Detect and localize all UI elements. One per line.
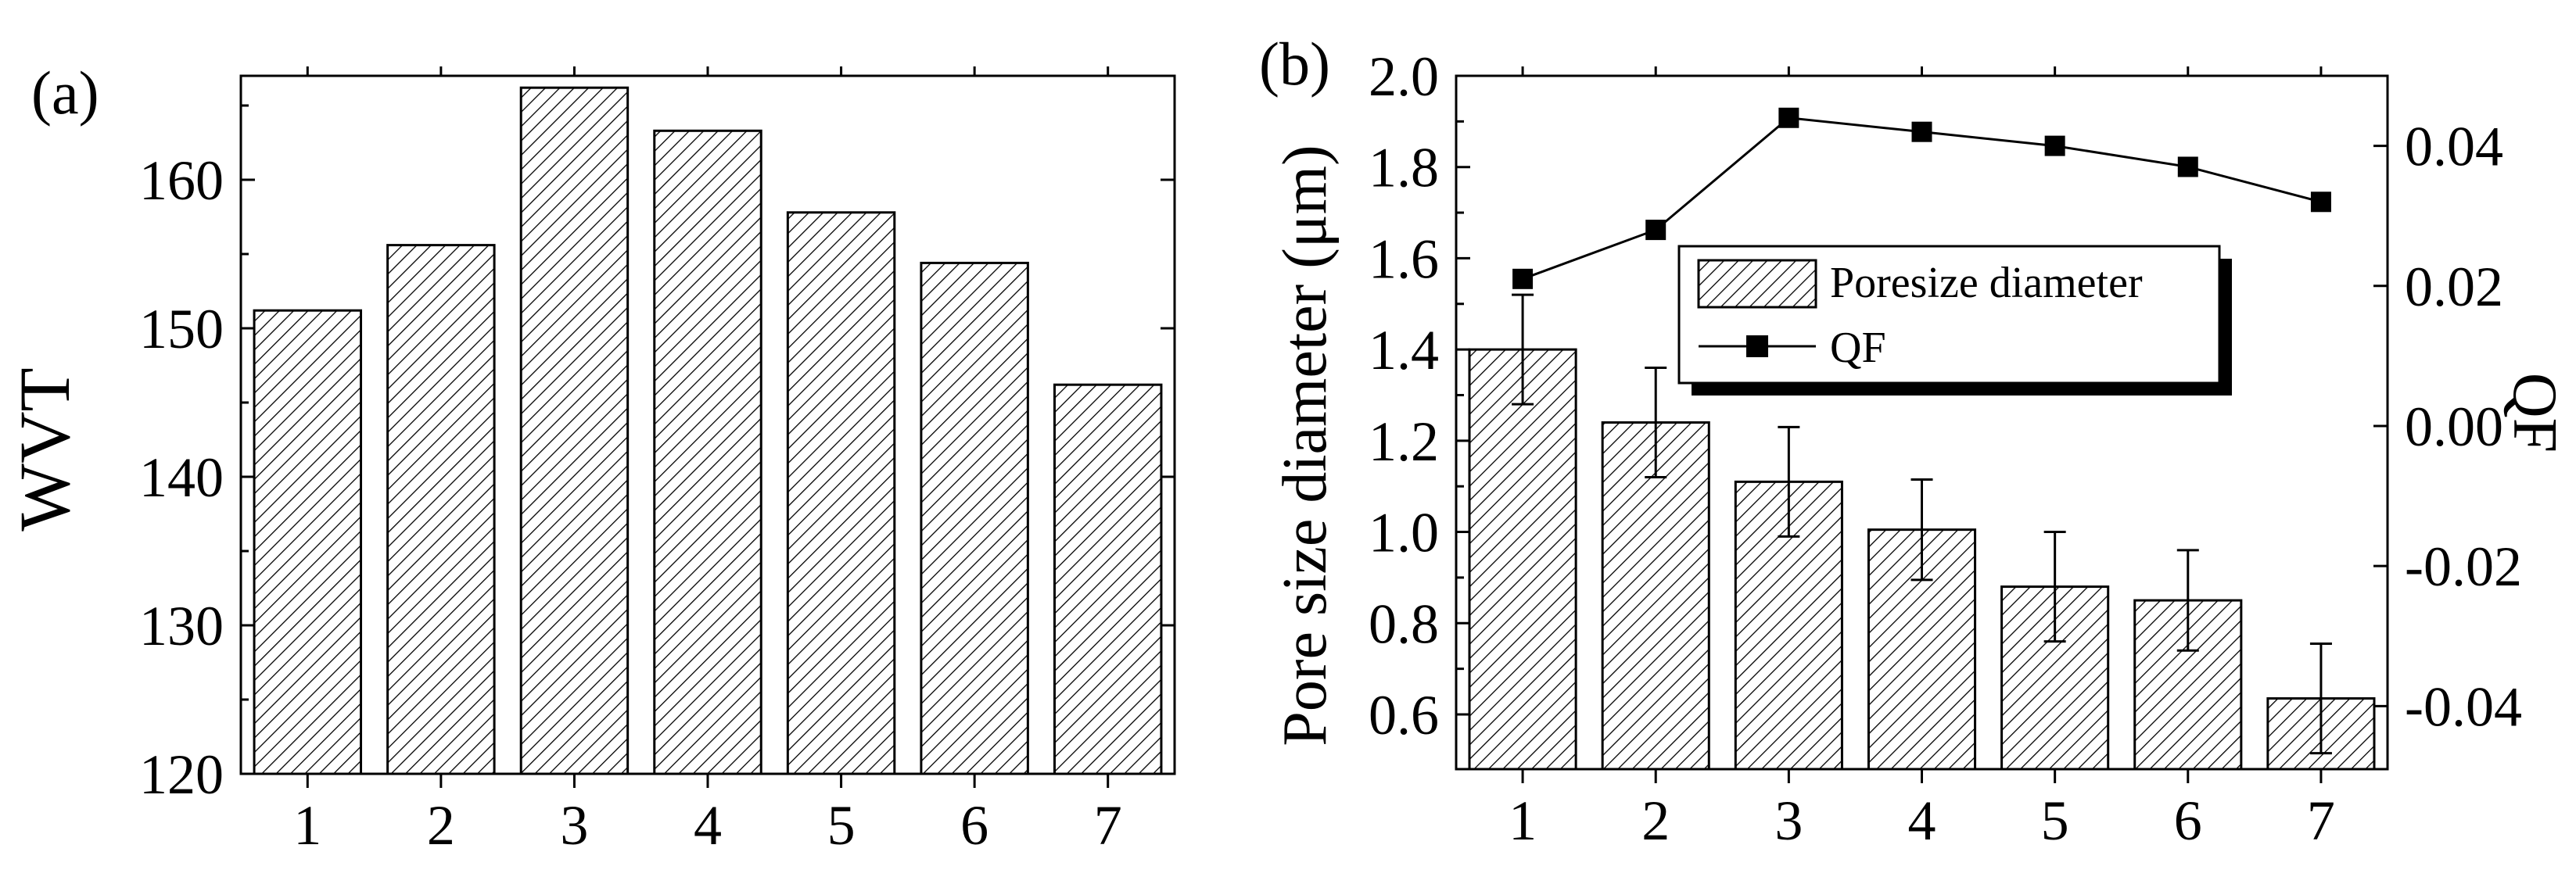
x-tick-label-b-2: 2 (1641, 789, 1670, 852)
x-tick-label-b-4: 4 (1908, 789, 1936, 852)
legend-label-poresize: Poresize diameter (1830, 259, 2143, 307)
panel-label-a: (a) (31, 59, 99, 127)
x-tick-label-b-7: 7 (2307, 789, 2335, 852)
y-tick-label-a-140: 140 (139, 446, 224, 509)
y2-tick-label-0.04: 0.04 (2405, 116, 2503, 178)
y-tick-label-a-120: 120 (139, 743, 224, 806)
bar-a-6 (920, 261, 1029, 775)
bar-a-3 (519, 86, 630, 775)
bar-b-2 (1601, 421, 1710, 771)
qf-point-2 (1645, 220, 1667, 241)
y-tick-label-b-1.0: 1.0 (1369, 502, 1439, 564)
chart-panel-a: (a) WVT 1 2 3 4 5 6 7 120 130 140 150 160 (5, 59, 1176, 857)
y2-tick-label-0.00: 0.00 (2405, 396, 2503, 458)
y2-tick-label--0.04: -0.04 (2405, 675, 2522, 738)
x-tick-label-a-1: 1 (293, 794, 321, 857)
y2-tick-label-0.02: 0.02 (2405, 256, 2503, 318)
bar-a-4 (653, 129, 762, 775)
y-axis-label-a: WVT (5, 367, 84, 531)
y-tick-label-a-160: 160 (139, 149, 224, 212)
y2-axis-label-b: QF (2500, 373, 2569, 453)
legend-marker-qf (1746, 335, 1768, 357)
panel-label-b: (b) (1259, 30, 1330, 98)
y-axis-label-b: Pore size diameter (μm) (1271, 145, 1340, 746)
x-tick-label-a-4: 4 (694, 794, 722, 857)
qf-point-3 (1778, 107, 1799, 128)
x-tick-label-a-6: 6 (960, 794, 988, 857)
y-tick-label-b-0.8: 0.8 (1369, 592, 1439, 655)
y-tick-label-b-1.8: 1.8 (1369, 137, 1439, 199)
legend-label-qf: QF (1830, 324, 1886, 372)
y2-tick-label--0.02: -0.02 (2405, 535, 2522, 598)
qf-point-7 (2310, 192, 2331, 213)
qf-point-6 (2177, 156, 2198, 177)
x-tick-label-a-5: 5 (827, 794, 856, 857)
bar-a-2 (386, 244, 496, 775)
y-tick-label-b-1.6: 1.6 (1369, 227, 1439, 290)
x-tick-label-b-6: 6 (2174, 789, 2202, 852)
y-tick-label-a-150: 150 (139, 298, 224, 360)
y-tick-label-a-130: 130 (139, 595, 224, 657)
y-tick-label-b-1.2: 1.2 (1369, 410, 1439, 473)
qf-point-5 (2044, 135, 2065, 156)
legend: Poresize diameter QF (1677, 245, 2232, 396)
chart-panel-b: (b) Pore size diameter (μm) QF 1 2 3 4 5 6 7 0.… (1259, 30, 2569, 852)
y-tick-label-b-2.0: 2.0 (1369, 45, 1439, 108)
bar-a-5 (786, 211, 896, 775)
x-tick-label-a-2: 2 (427, 794, 455, 857)
bar-a-7 (1053, 383, 1163, 775)
x-tick-label-b-1: 1 (1509, 789, 1537, 852)
x-tick-label-a-7: 7 (1094, 794, 1122, 857)
y-tick-label-b-0.6: 0.6 (1369, 684, 1439, 746)
x-tick-label-b-5: 5 (2041, 789, 2069, 852)
qf-point-4 (1911, 121, 1932, 142)
bar-a-1 (253, 309, 363, 775)
legend-swatch-poresize (1697, 259, 1817, 309)
x-tick-label-a-3: 3 (560, 794, 588, 857)
y-tick-label-b-1.4: 1.4 (1369, 319, 1439, 381)
bar-b-1 (1468, 348, 1577, 771)
x-tick-label-b-3: 3 (1774, 789, 1803, 852)
qf-point-1 (1512, 268, 1534, 289)
